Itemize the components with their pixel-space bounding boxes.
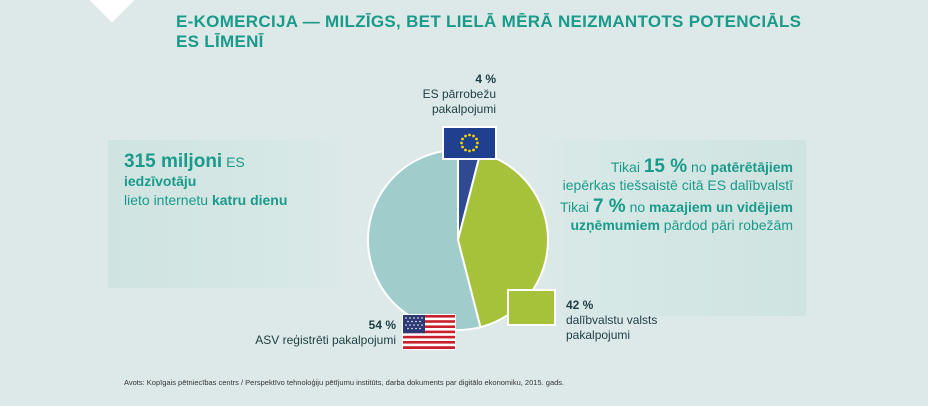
slice-text-us: ASV reģistrēti pakalpojumi — [255, 333, 396, 347]
stat-smes: Tikai 7 % no mazajiem un vidējiem uzņēmu… — [540, 196, 793, 234]
us-flag-icon — [402, 314, 456, 350]
users-bold: iedzīvotāju — [124, 173, 197, 189]
stat2-suffix: pārdod pāri robežām — [659, 217, 793, 233]
title-line-2: ES LĪMENĪ — [176, 32, 264, 51]
stat2-bold: mazajiem un vidējiem uzņēmumiem — [570, 199, 793, 233]
title-line-1: E-KOMERCIJA — MILZĪGS, BET LIELĀ MĒRĀ NE… — [176, 12, 802, 31]
stat2-prefix: Tikai — [560, 199, 593, 215]
stat-consumers: Tikai 15 % no patērētājiem iepērkas tieš… — [540, 156, 793, 194]
slice-label-national: 42 % dalībvalstu valsts pakalpojumi — [566, 298, 686, 343]
slice-pct-us: 54 % — [368, 318, 396, 332]
right-panel-background — [520, 140, 806, 316]
slice-pct-national: 42 % — [566, 298, 594, 312]
slice-text-eu: ES pārrobežu pakalpojumi — [422, 87, 496, 116]
left-panel-background — [108, 140, 358, 288]
stat2-value: 7 % — [592, 196, 626, 217]
source-note: Avots: Kopīgais pētniecības centrs / Per… — [124, 378, 565, 387]
stat1-value: 15 % — [643, 156, 688, 177]
users-text: lieto internetu — [124, 192, 212, 208]
slice-label-us: 54 % ASV reģistrēti pakalpojumi — [230, 318, 396, 348]
stat2-mid: no — [625, 199, 650, 215]
slice-pct-eu: 4 % — [475, 72, 496, 86]
left-panel-text: 315 miljoni ES iedzīvotāju lieto interne… — [124, 152, 304, 210]
stat1-bold: patērētājiem — [710, 159, 793, 175]
users-frequency: katru dienu — [211, 192, 288, 208]
stat1-suffix: iepērkas tiešsaistē citā ES dalībvalstī — [562, 177, 793, 193]
users-count-suffix: ES — [222, 154, 245, 170]
right-panel-text: Tikai 15 % no patērētājiem iepērkas tieš… — [540, 156, 793, 238]
green-swatch — [507, 289, 556, 326]
slice-label-eu: 4 % ES pārrobežu pakalpojumi — [418, 72, 496, 117]
stat1-mid: no — [687, 159, 711, 175]
slice-text-national: dalībvalstu valsts pakalpojumi — [566, 313, 658, 342]
stat1-prefix: Tikai — [610, 159, 644, 175]
users-count: 315 miljoni — [124, 151, 223, 172]
page-title: E-KOMERCIJA — MILZĪGS, BET LIELĀ MĒRĀ NE… — [176, 12, 816, 52]
eu-flag-icon — [442, 126, 497, 160]
